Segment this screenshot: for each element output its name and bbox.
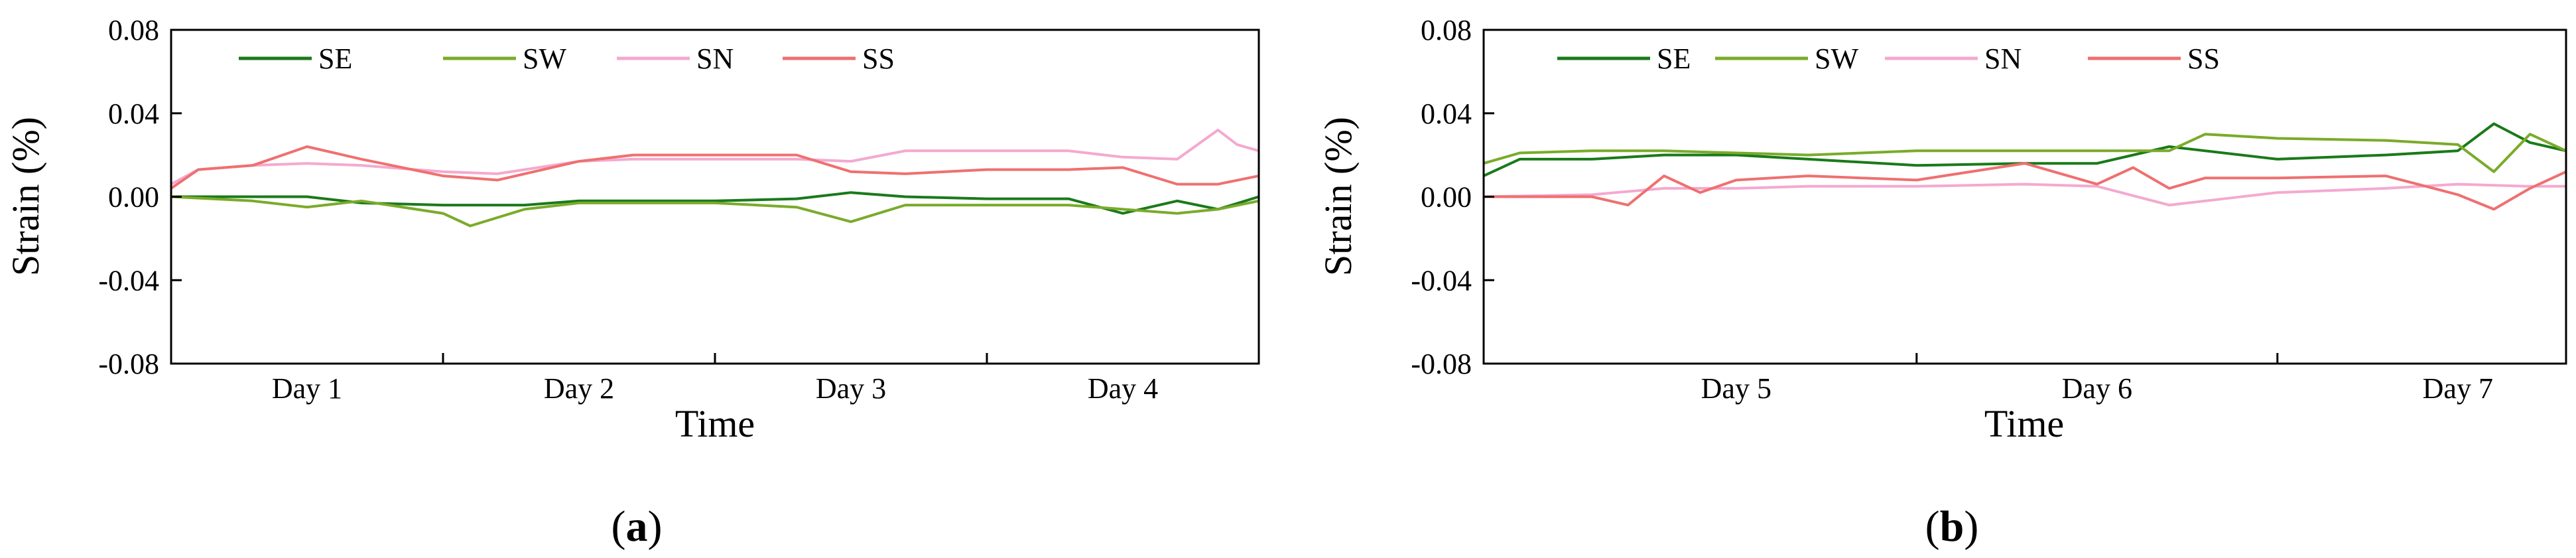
panel-label-b: (b) <box>1925 502 1979 551</box>
chart-panel-b: 0.08 0.04 0.00 -0.04 -0.08 Day 5 Day 6 Day 7 S… <box>1317 14 2567 551</box>
x-axis-title-a: Time <box>675 402 755 445</box>
x-tick-label: Day 6 <box>2062 372 2132 405</box>
series-line-sw <box>170 195 1259 228</box>
x-tick-label: Day 5 <box>1701 372 1771 405</box>
x-tick-label: Day 7 <box>2423 372 2493 405</box>
legend-label-sw: SW <box>1815 42 1858 75</box>
y-tick-label: -0.08 <box>1411 348 1472 380</box>
legend-label-sw: SW <box>523 42 566 75</box>
y-tick-label: 0.00 <box>108 181 159 214</box>
legend-label-ss: SS <box>862 42 895 75</box>
y-tick-label: -0.08 <box>98 348 159 380</box>
x-tick-label: Day 1 <box>272 372 342 405</box>
legend-label-se: SE <box>1657 42 1691 75</box>
x-axis-title-b: Time <box>1984 402 2064 445</box>
legend-label-se: SE <box>318 42 352 75</box>
y-tick-label: 0.08 <box>108 14 159 46</box>
plot-area-a <box>170 128 1259 228</box>
x-tick-label: Day 3 <box>816 372 886 405</box>
y-axis-title-a: Strain (%) <box>4 117 47 276</box>
legend-label-ss: SS <box>2187 42 2220 75</box>
plot-frame-b <box>1482 29 2567 365</box>
x-tick-label: Day 2 <box>544 372 614 405</box>
y-axis-b: 0.08 0.04 0.00 -0.04 -0.08 <box>1411 14 1494 380</box>
x-axis-a: Day 1 Day 2 Day 3 Day 4 <box>272 353 1158 405</box>
x-tick-label: Day 4 <box>1088 372 1158 405</box>
series-line-ss <box>1484 162 2567 211</box>
series-line-sn <box>1483 182 2566 207</box>
panel-label-a: (a) <box>612 502 663 551</box>
y-axis-title-b: Strain (%) <box>1317 117 1360 276</box>
series-line-sn <box>170 128 1259 186</box>
legend-b: SE SW SN SS <box>1557 42 2220 75</box>
y-tick-label: 0.00 <box>1421 181 1472 214</box>
chart-panel-a: 0.080.040.00-0.04-0.08 Day 1 Day 2 Day 3 Da… <box>4 14 1260 551</box>
legend-label-sn: SN <box>1984 42 2022 75</box>
series-line-sw <box>1483 133 2567 173</box>
plot-area-b <box>1483 122 2567 211</box>
series-line-se <box>1483 122 2567 177</box>
y-tick-label: 0.04 <box>108 98 159 130</box>
y-axis-a: 0.08 0.04 0.00 -0.04 -0.08 <box>98 14 182 380</box>
y-tick-label: 0.08 <box>1421 14 1472 46</box>
legend-label-sn: SN <box>696 42 734 75</box>
plot-frame-a <box>170 29 1260 365</box>
y-tick-label: -0.04 <box>98 264 159 297</box>
y-tick-label: -0.04 <box>1411 264 1472 297</box>
y-tick-label: 0.04 <box>1421 98 1472 130</box>
x-axis-b: Day 5 Day 6 Day 7 <box>1701 353 2493 405</box>
series-line-ss <box>170 145 1259 190</box>
legend-a: SE SW SN SS <box>239 42 895 75</box>
